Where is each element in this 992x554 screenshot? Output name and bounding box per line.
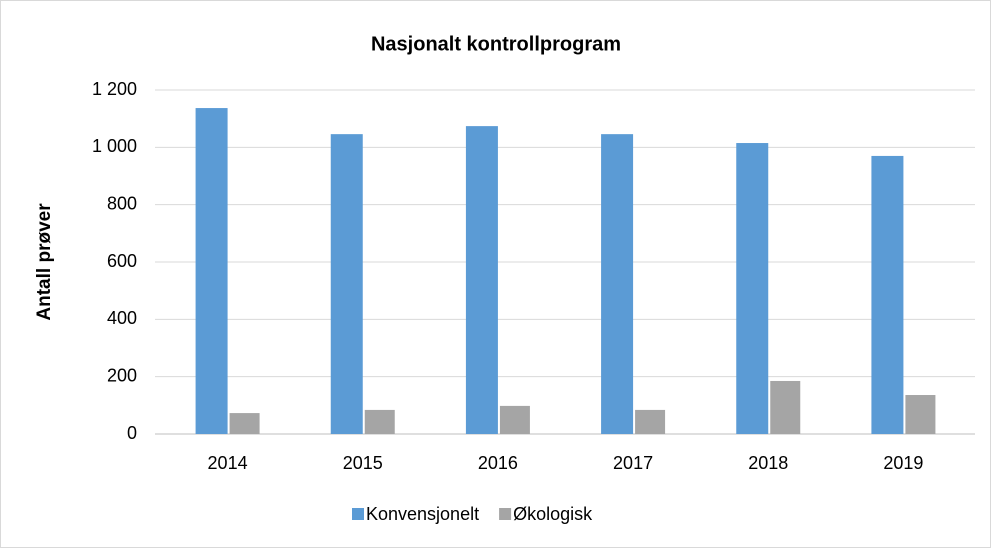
y-tick-label: 1 000 [92,136,137,156]
x-tick-label: 2014 [208,453,248,473]
legend-label: Økologisk [513,504,593,524]
bar [229,413,260,434]
y-tick-label: 600 [107,251,137,271]
legend-label: Konvensjonelt [366,504,479,524]
bar [195,108,228,434]
bar [465,126,498,435]
chart-title: Nasjonalt kontrollprogram [371,33,621,55]
y-tick-label: 200 [107,365,137,385]
x-tick-label: 2016 [478,453,518,473]
bar [635,409,666,434]
bar [736,143,769,435]
bar [601,134,634,434]
y-tick-label: 800 [107,193,137,213]
y-tick-label: 400 [107,308,137,328]
y-axis-label: Antall prøver [34,203,55,321]
x-tick-label: 2018 [748,453,788,473]
legend-swatch [499,508,512,520]
bar [905,395,936,434]
bar [364,409,395,434]
y-tick-label: 0 [127,423,137,443]
y-tick-label: 1 200 [92,79,137,99]
bar [871,155,904,434]
bar [770,380,801,434]
x-tick-label: 2019 [883,453,923,473]
x-tick-label: 2015 [343,453,383,473]
bar [330,134,363,434]
bar [499,405,530,434]
legend-swatch [352,508,364,520]
x-tick-label: 2017 [613,453,653,473]
